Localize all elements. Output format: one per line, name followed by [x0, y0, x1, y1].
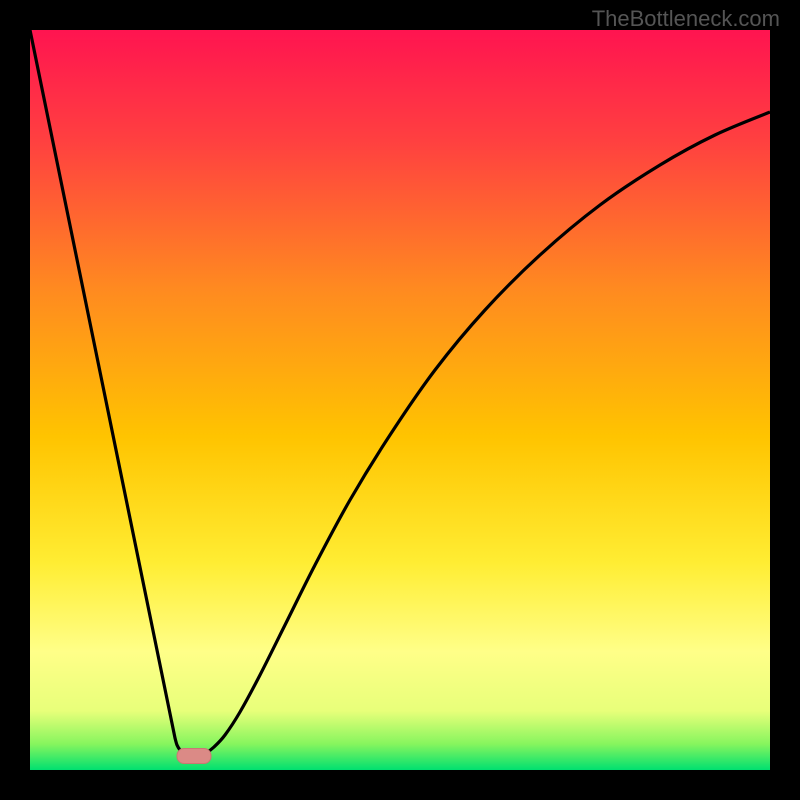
- watermark-text: TheBottleneck.com: [592, 6, 780, 32]
- optimal-marker: [177, 749, 211, 764]
- plot-background: [30, 30, 770, 770]
- chart-frame: TheBottleneck.com: [0, 0, 800, 800]
- bottleneck-chart: [0, 0, 800, 800]
